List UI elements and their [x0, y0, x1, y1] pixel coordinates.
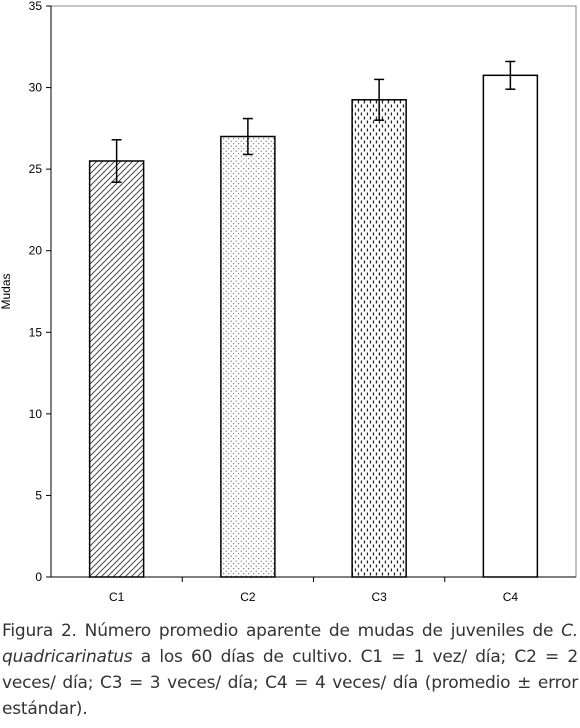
y-tick-label: 20: [29, 244, 43, 258]
y-tick-label: 30: [29, 81, 43, 95]
bar-c1: [88, 160, 145, 578]
bar-chart: 0 5 10 15 20 25 30 35 Mudas C1 C2 C3 C4: [0, 0, 577, 604]
figure-caption: Figura 2. Número promedio aparente de mu…: [2, 618, 578, 722]
bar-c2: [220, 135, 276, 578]
bar-c3: [351, 99, 407, 578]
x-tick-label: C2: [240, 590, 256, 604]
labels: 0 5 10 15 20 25 30 35 Mudas C1 C2 C3 C4: [0, 0, 518, 604]
caption-text-part1: Figura 2. Número promedio aparente de mu…: [2, 621, 562, 641]
y-tick-label: 25: [29, 162, 43, 176]
y-tick-label: 35: [29, 0, 43, 13]
bar-c4: [482, 74, 539, 578]
y-tick-label: 15: [29, 325, 43, 339]
x-tick-label: C1: [109, 590, 125, 604]
y-tick-label: 5: [35, 488, 42, 502]
x-tick-label: C3: [371, 590, 387, 604]
y-tick-label: 0: [35, 570, 42, 584]
x-tick-label: C4: [503, 590, 519, 604]
y-tick-label: 10: [29, 407, 43, 421]
caption-species-name: C. quadricarinatus: [2, 621, 578, 667]
caption-text-part2: a los 60 días de cultivo. C1 = 1 vez/ dí…: [2, 647, 578, 719]
y-axis-title: Mudas: [0, 273, 13, 309]
bars: [88, 60, 539, 578]
